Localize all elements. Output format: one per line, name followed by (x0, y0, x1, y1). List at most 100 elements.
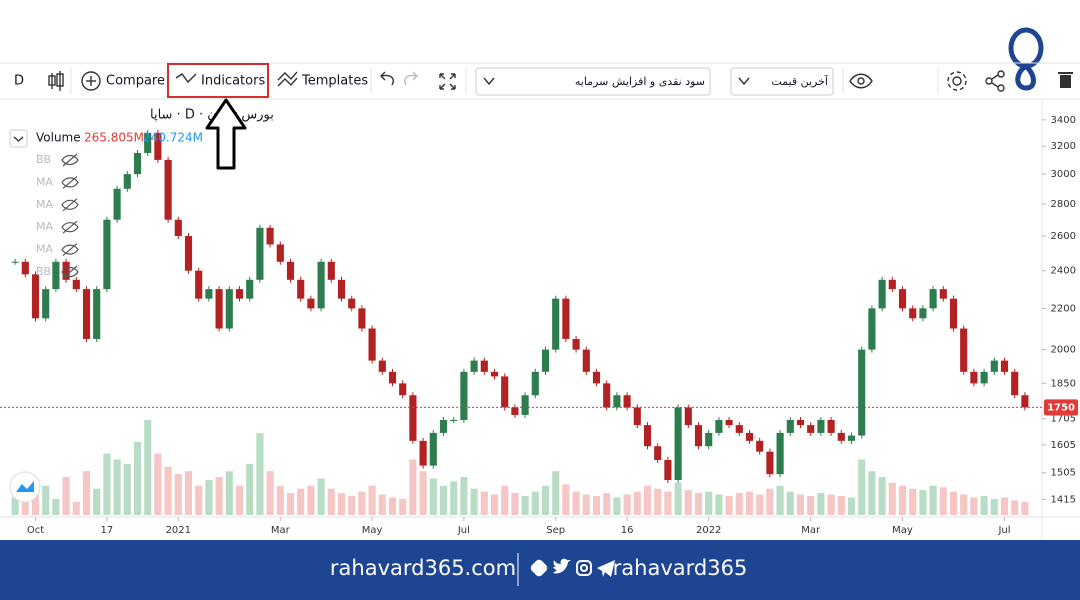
indicator-visibility-toggle[interactable] (61, 220, 79, 234)
volume-bar (256, 433, 264, 515)
price-select[interactable] (730, 67, 834, 96)
volume-bar (358, 491, 366, 515)
volume-bar (164, 466, 172, 515)
volume-bar (276, 485, 284, 515)
indicator-label: MA (36, 175, 53, 188)
redo-button[interactable] (404, 71, 418, 86)
volume-bar (735, 493, 743, 515)
candle (735, 425, 743, 433)
candle (307, 298, 315, 309)
candle (827, 419, 835, 433)
volume-bar (674, 482, 682, 515)
candle (633, 407, 641, 426)
y-tick-label: 3400 (1051, 115, 1076, 126)
volume-bar (286, 493, 295, 515)
indicator-visibility-toggle[interactable] (61, 175, 79, 189)
candle (521, 395, 529, 415)
indicator-visibility-toggle[interactable] (61, 198, 79, 212)
toolbar: D Compare Indicators Templates سود نقدی … (0, 62, 1080, 100)
candle (225, 289, 233, 329)
indicator-visibility-toggle[interactable] (61, 265, 79, 279)
settings-button[interactable] (947, 71, 967, 91)
volume-bar (990, 498, 998, 515)
volume-bar (521, 496, 529, 515)
candle (674, 407, 682, 480)
candle (235, 289, 244, 299)
volume-bar (82, 471, 91, 515)
candle (82, 289, 91, 339)
volume-bar (490, 494, 499, 515)
last-price-tag (1044, 399, 1078, 416)
candle (501, 376, 509, 408)
volume-bar (31, 493, 40, 515)
dividend-select[interactable] (475, 67, 711, 96)
volume-bar (664, 491, 672, 515)
candle (205, 289, 213, 299)
volume-bar (399, 498, 407, 515)
volume-bar (572, 491, 580, 515)
volume-bar (654, 488, 662, 515)
volume-bar (266, 471, 274, 515)
candle (480, 360, 488, 372)
undo-button[interactable] (380, 71, 394, 86)
indicator-label: MA (36, 220, 53, 233)
eye-slash (62, 175, 78, 189)
candle (970, 371, 978, 384)
volume-bar (807, 496, 815, 515)
social-icons (530, 558, 615, 577)
indicator-visibility-toggle[interactable] (61, 153, 79, 167)
interval-button[interactable]: D (14, 74, 24, 89)
candle (460, 371, 468, 420)
compare-button[interactable]: Compare (106, 74, 165, 89)
collapse-button[interactable] (9, 129, 28, 148)
candle (592, 371, 601, 384)
templates-button[interactable]: Templates (301, 74, 368, 89)
candle (847, 435, 856, 441)
volume-bar (939, 487, 947, 515)
candle (511, 407, 519, 415)
volume-bar (623, 494, 631, 515)
candle (368, 328, 376, 361)
compare-icon (81, 71, 101, 91)
candle (858, 349, 866, 436)
volume-bar (878, 477, 886, 515)
candle (909, 308, 917, 319)
volume-value: 265.805M (84, 131, 144, 145)
fullscreen-button[interactable] (439, 73, 456, 90)
chart-button[interactable] (9, 471, 41, 503)
y-tick-label: 2200 (1051, 303, 1076, 314)
chart-style-button[interactable] (48, 71, 64, 91)
volume-bar (348, 496, 356, 515)
candle (378, 360, 386, 372)
volume-bar (1021, 501, 1029, 515)
volume-bar (541, 485, 550, 515)
eye-slash (62, 265, 78, 279)
volume-bar (970, 497, 978, 515)
logo (1008, 27, 1044, 91)
indicator-visibility-toggle[interactable] (61, 243, 79, 257)
visibility-button[interactable] (849, 73, 873, 89)
candle (93, 289, 101, 339)
volume-bar (715, 494, 723, 515)
volume-bar (745, 491, 754, 515)
volume-bar (949, 491, 958, 515)
indicator-label: BB (36, 153, 51, 166)
candle (684, 407, 692, 426)
delete-button[interactable] (1058, 72, 1073, 88)
volume-bar (470, 488, 478, 515)
x-tick-label: Jul (997, 525, 1010, 536)
candle (776, 432, 784, 475)
candle (552, 298, 560, 350)
volume-bar (93, 488, 101, 515)
volume-bar (868, 471, 876, 515)
volume-bar (531, 491, 539, 515)
volume-bar (633, 491, 641, 515)
share-button[interactable] (985, 70, 1005, 92)
candle (42, 289, 50, 319)
x-tick-label: 2022 (696, 525, 721, 536)
volume-bar (133, 441, 142, 515)
y-tick-label: 3200 (1051, 141, 1076, 152)
indicators-button[interactable]: Indicators (201, 74, 265, 89)
candle (21, 261, 29, 275)
